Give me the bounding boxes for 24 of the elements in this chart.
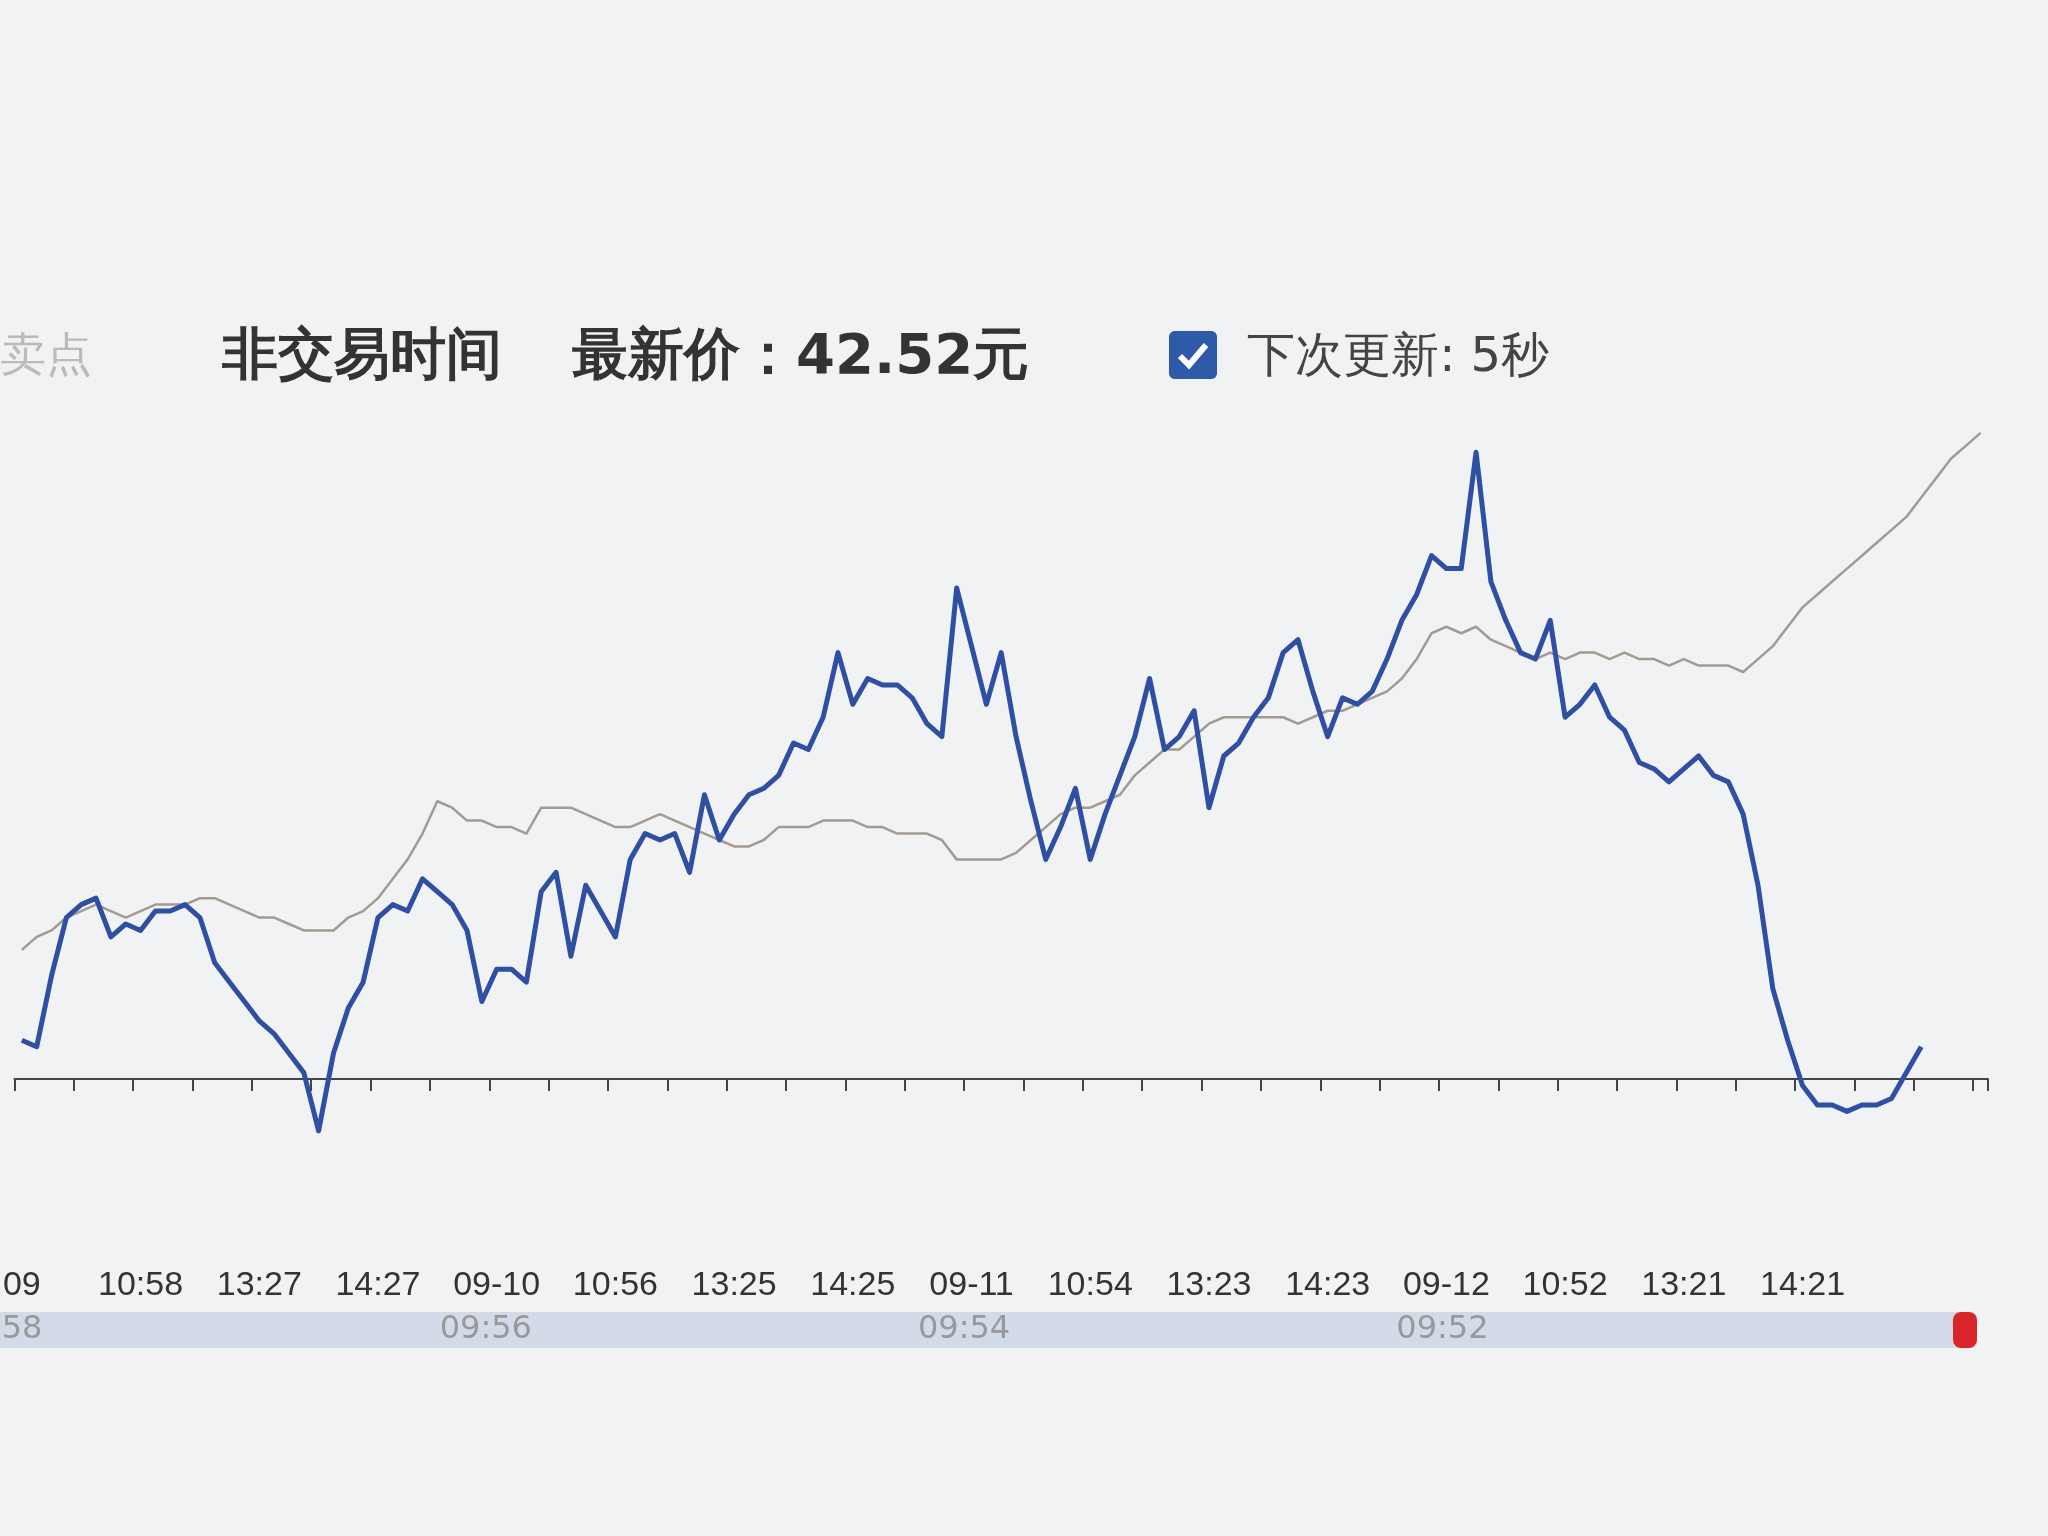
- x-tick-label: 09: [2, 1264, 41, 1302]
- chart-subtitle: 最新价：42.52元: [572, 320, 1030, 388]
- text: 下次更新: 5秒: [1247, 325, 1550, 384]
- x-tick-label: 10:54: [1047, 1264, 1133, 1302]
- x-tick-label: 13:23: [1166, 1264, 1252, 1302]
- x-tick-label: 14:21: [1759, 1264, 1846, 1302]
- x-tick-label: 14:25: [810, 1264, 896, 1302]
- text: 09:52: [1396, 1308, 1489, 1346]
- x-tick-label: 13:21: [1641, 1264, 1727, 1302]
- x-tick-label: 10:58: [98, 1264, 184, 1302]
- x-tick-label: 14:27: [335, 1264, 421, 1302]
- x-tick-label: 09-11: [929, 1264, 1014, 1302]
- x-tick-label: 09-12: [1402, 1264, 1490, 1302]
- x-tick-label: 13:25: [691, 1264, 777, 1302]
- x-tick-label: 13:27: [216, 1264, 302, 1302]
- x-tick-label: 10:52: [1522, 1264, 1608, 1302]
- text: 09:56: [439, 1308, 532, 1346]
- text: 58: [1, 1308, 43, 1346]
- chart-title: 非交易时间: [222, 320, 502, 388]
- x-tick-label: 14:23: [1285, 1264, 1371, 1302]
- text: 卖点: [0, 326, 92, 383]
- x-tick-label: 10:56: [572, 1264, 658, 1302]
- text: 09:54: [917, 1308, 1011, 1346]
- x-tick-label: 09-10: [453, 1264, 541, 1302]
